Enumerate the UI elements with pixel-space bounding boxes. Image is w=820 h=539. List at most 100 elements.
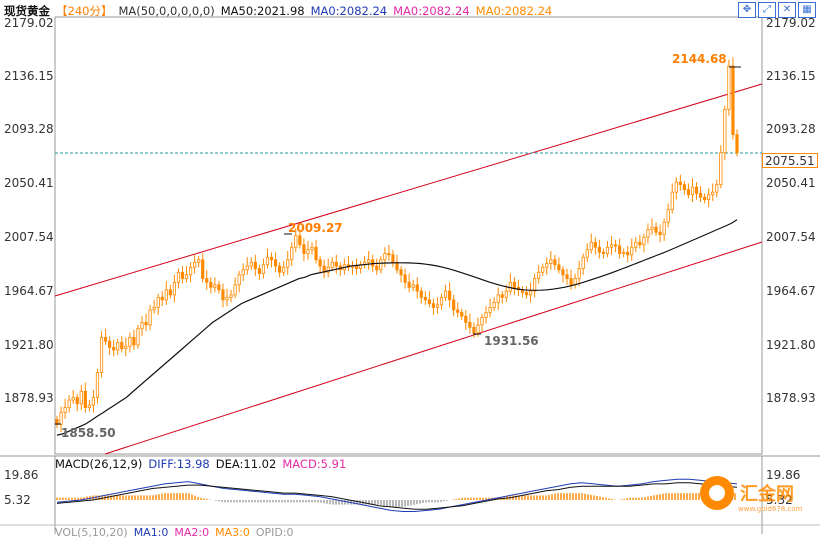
trough-annotation: 1931.56 bbox=[484, 334, 539, 348]
candle-body bbox=[156, 296, 160, 308]
instrument-title[interactable]: 现货黄金 bbox=[4, 4, 50, 18]
candle-body bbox=[184, 274, 189, 279]
candle-body bbox=[314, 246, 318, 261]
candle-body bbox=[128, 337, 132, 347]
candle-body bbox=[229, 294, 233, 298]
macd-params[interactable]: MACD(26,12,9) bbox=[55, 457, 143, 471]
y-label-left: 2007.54 bbox=[4, 230, 54, 244]
candle-body bbox=[172, 281, 176, 296]
ma-params[interactable]: MA(50,0,0,0,0,0) bbox=[118, 4, 215, 18]
candle-body bbox=[533, 278, 537, 292]
candle-body bbox=[694, 186, 699, 194]
current-price-tag: 2075.51 bbox=[762, 153, 818, 168]
candle-body bbox=[152, 306, 156, 311]
macd-y-label-right: 19.86 bbox=[766, 468, 801, 482]
price-panel-frame bbox=[54, 16, 763, 455]
candle-body bbox=[306, 249, 310, 254]
logo-icon bbox=[700, 476, 734, 510]
candle-body bbox=[504, 290, 508, 298]
candle-body bbox=[269, 256, 274, 261]
candle-body bbox=[427, 299, 431, 305]
candle-body bbox=[87, 404, 91, 408]
candle-body bbox=[585, 249, 589, 258]
candle-body bbox=[407, 281, 411, 288]
channel-upper-line bbox=[54, 83, 763, 297]
macd-header: MACD(26,12,9) DIFF:13.98 DEA:11.02 MACD:5.9… bbox=[55, 457, 352, 471]
macd-dea-line bbox=[56, 482, 738, 510]
candle-body bbox=[180, 271, 185, 279]
candle-body bbox=[581, 256, 585, 269]
move-icon[interactable]: ✥ bbox=[738, 2, 756, 18]
candle-body bbox=[439, 296, 444, 306]
candle-body bbox=[188, 266, 193, 276]
candle-body bbox=[375, 265, 379, 271]
vol-params[interactable]: VOL(5,10,20) bbox=[55, 526, 128, 539]
toolbar: ✥ ⤢ ✕ ▦ bbox=[738, 2, 816, 18]
expand-icon[interactable]: ⤢ bbox=[758, 2, 776, 18]
ma0-value-2: MA0:2082.24 bbox=[393, 4, 470, 18]
candle-body bbox=[435, 304, 440, 308]
candle-body bbox=[618, 245, 622, 254]
candle-body bbox=[698, 192, 703, 198]
candle-body bbox=[496, 294, 500, 303]
candle-body bbox=[245, 265, 249, 271]
watermark-name: 汇金网 bbox=[740, 484, 794, 505]
y-label-left: 1878.93 bbox=[4, 391, 54, 405]
y-label-left: 2179.02 bbox=[4, 16, 54, 30]
candle-body bbox=[715, 184, 719, 193]
ma50-value: MA50:2021.98 bbox=[220, 4, 305, 18]
y-label-left: 1964.67 bbox=[4, 284, 54, 298]
candle-body bbox=[59, 412, 63, 425]
candle-body bbox=[310, 246, 314, 251]
vol-ma2: MA2:0 bbox=[174, 526, 210, 539]
candle-body bbox=[642, 236, 646, 246]
candle-body bbox=[630, 246, 634, 256]
ma50-line bbox=[56, 219, 738, 436]
candle-body bbox=[423, 296, 427, 301]
candle-body bbox=[124, 345, 128, 350]
candle-body bbox=[707, 194, 711, 201]
candle-body bbox=[512, 281, 516, 288]
candle-body bbox=[448, 290, 452, 301]
macd-bars-group bbox=[56, 493, 736, 507]
candle-body bbox=[690, 186, 695, 196]
candle-body bbox=[294, 235, 298, 248]
candle-body bbox=[508, 281, 512, 292]
candle-body bbox=[282, 266, 286, 273]
candle-body bbox=[265, 256, 270, 266]
y-label-right: 2093.28 bbox=[766, 122, 816, 136]
candle-body bbox=[201, 259, 205, 279]
y-label-left: 1921.80 bbox=[4, 338, 54, 352]
candle-body bbox=[711, 191, 715, 196]
close-icon[interactable]: ✕ bbox=[778, 2, 796, 18]
candle-body bbox=[168, 289, 172, 296]
candle-body bbox=[484, 311, 488, 318]
y-label-left: 2136.15 bbox=[4, 69, 54, 83]
candle-body bbox=[371, 259, 375, 267]
settings-icon[interactable]: ▦ bbox=[798, 2, 816, 18]
candle-body bbox=[577, 268, 581, 279]
candle-body bbox=[290, 246, 294, 261]
candle-body bbox=[112, 347, 116, 351]
candle-body bbox=[108, 340, 112, 348]
candle-body bbox=[541, 266, 545, 273]
candle-body bbox=[670, 191, 674, 211]
y-label-right: 2007.54 bbox=[766, 230, 816, 244]
candle-body bbox=[488, 306, 492, 313]
candle-body bbox=[569, 278, 573, 286]
candle-body bbox=[524, 291, 529, 296]
macd-y-label-left: 19.86 bbox=[4, 468, 39, 482]
period-label[interactable]: 【240分】 bbox=[56, 4, 113, 18]
candle-body bbox=[71, 397, 75, 401]
candle-body bbox=[273, 259, 278, 267]
candle-body bbox=[650, 226, 654, 231]
y-label-right: 1878.93 bbox=[766, 391, 816, 405]
macd-diff-value: DIFF:13.98 bbox=[148, 457, 210, 471]
candle-body bbox=[241, 269, 245, 276]
candle-body bbox=[257, 268, 261, 274]
high-annotation: 2144.68 bbox=[672, 52, 727, 66]
candle-body bbox=[326, 266, 330, 273]
y-label-right: 2050.41 bbox=[766, 176, 816, 190]
candle-body bbox=[83, 390, 87, 408]
